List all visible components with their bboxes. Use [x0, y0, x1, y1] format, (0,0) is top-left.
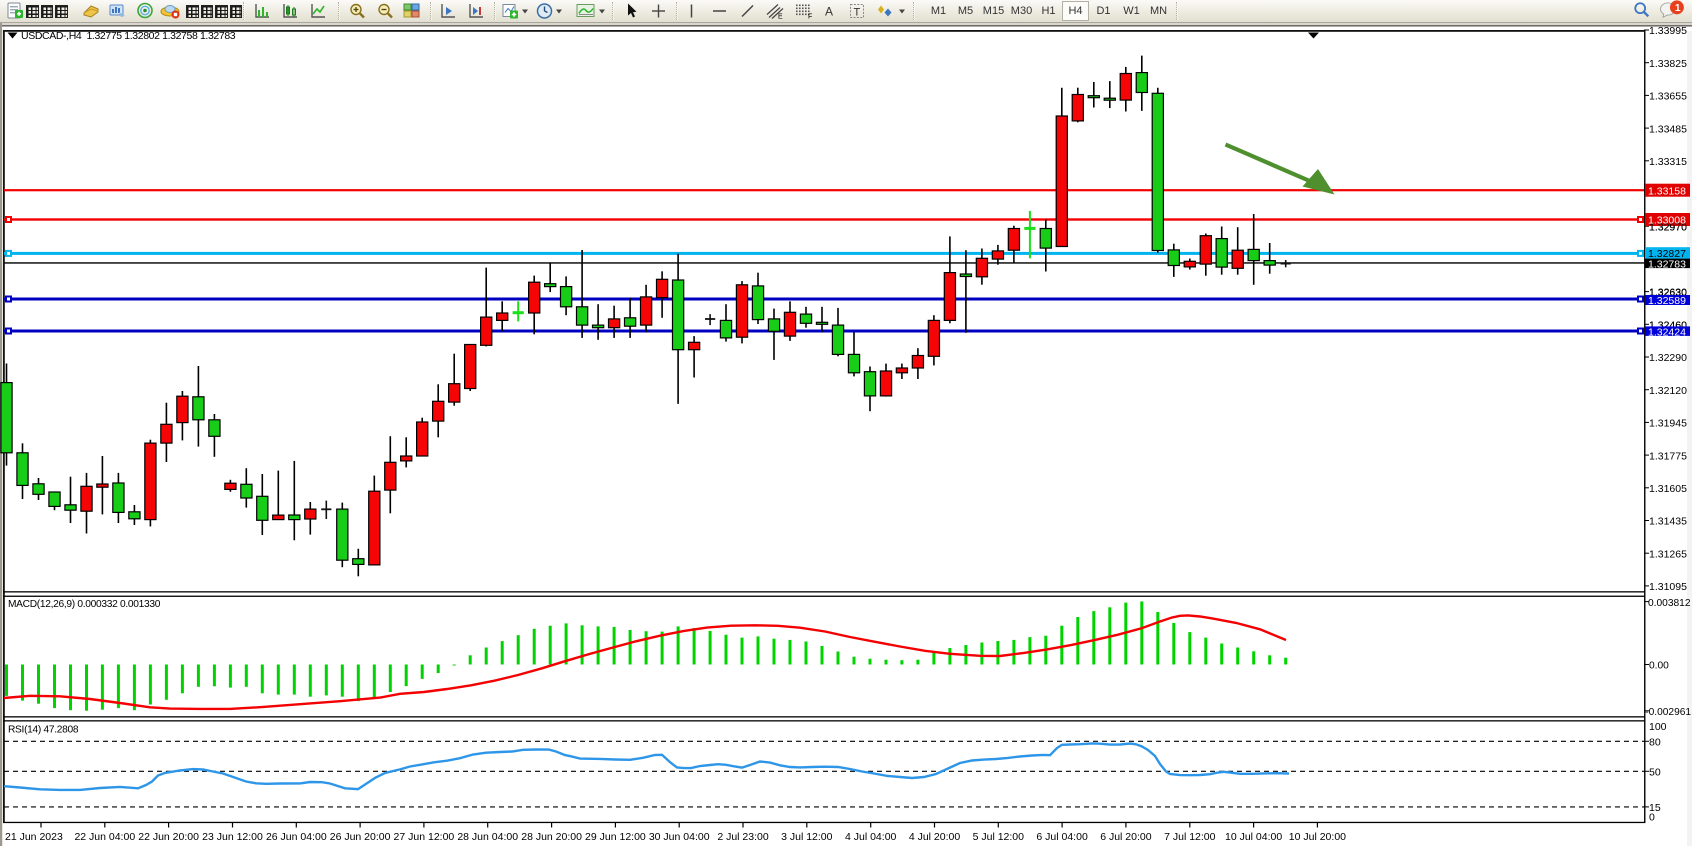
svg-text:21 Jun 2023: 21 Jun 2023 [5, 831, 63, 843]
svg-text:50: 50 [1649, 767, 1661, 779]
svg-text:4 Jul 20:00: 4 Jul 20:00 [909, 831, 961, 843]
svg-text:1.31095: 1.31095 [1649, 581, 1687, 593]
svg-text:2 Jul 23:00: 2 Jul 23:00 [717, 831, 769, 843]
svg-text:USDCAD-,H4 1.32775 1.32802 1.: USDCAD-,H4 1.32775 1.32802 1.32758 1.327… [21, 30, 236, 42]
svg-text:29 Jun 12:00: 29 Jun 12:00 [585, 831, 646, 843]
svg-text:T: T [854, 7, 861, 19]
svg-text:0.00: 0.00 [1649, 661, 1669, 672]
svg-text:10 Jul 04:00: 10 Jul 04:00 [1225, 831, 1282, 843]
svg-text:1: 1 [1675, 3, 1681, 14]
svg-text:A: A [825, 5, 833, 19]
svg-text:1.32827: 1.32827 [1648, 248, 1686, 260]
svg-text:1.33315: 1.33315 [1649, 156, 1687, 168]
svg-text:RSI(14) 47.2808: RSI(14) 47.2808 [8, 725, 79, 736]
svg-text:100: 100 [1649, 721, 1667, 733]
svg-text:F: F [808, 14, 812, 21]
svg-text:MACD(12,26,9) 0.000332 0.00133: MACD(12,26,9) 0.000332 0.001330 [8, 599, 161, 610]
svg-text:1.31775: 1.31775 [1649, 450, 1687, 462]
svg-text:1.33995: 1.33995 [1649, 25, 1687, 37]
svg-text:28 Jun 20:00: 28 Jun 20:00 [521, 831, 582, 843]
svg-text:4 Jul 04:00: 4 Jul 04:00 [845, 831, 897, 843]
svg-text:1.33158: 1.33158 [1648, 185, 1686, 197]
svg-text:15: 15 [1649, 802, 1661, 814]
svg-text:1.31265: 1.31265 [1649, 548, 1687, 560]
svg-text:30 Jun 04:00: 30 Jun 04:00 [649, 831, 710, 843]
svg-text:1.32424: 1.32424 [1648, 326, 1686, 338]
svg-text:22 Jun 04:00: 22 Jun 04:00 [74, 831, 135, 843]
svg-text:1.33485: 1.33485 [1649, 123, 1687, 135]
svg-text:1.33008: 1.33008 [1648, 215, 1686, 227]
svg-text:80: 80 [1649, 737, 1661, 749]
svg-text:26 Jun 20:00: 26 Jun 20:00 [330, 831, 391, 843]
svg-text:1.32120: 1.32120 [1649, 385, 1687, 397]
svg-text:1.31605: 1.31605 [1649, 483, 1687, 495]
svg-text:-0.002961: -0.002961 [1645, 707, 1691, 718]
svg-text:22 Jun 20:00: 22 Jun 20:00 [138, 831, 199, 843]
svg-text:26 Jun 04:00: 26 Jun 04:00 [266, 831, 327, 843]
svg-text:1.33655: 1.33655 [1649, 91, 1687, 103]
svg-text:1.33825: 1.33825 [1649, 58, 1687, 70]
svg-text:7 Jul 12:00: 7 Jul 12:00 [1164, 831, 1216, 843]
svg-text:27 Jun 12:00: 27 Jun 12:00 [394, 831, 455, 843]
svg-text:0.003812: 0.003812 [1648, 598, 1691, 609]
svg-text:1.32970: 1.32970 [1649, 222, 1687, 234]
svg-text:E: E [778, 14, 783, 21]
svg-text:6 Jul 04:00: 6 Jul 04:00 [1036, 831, 1088, 843]
svg-text:1.32783: 1.32783 [1648, 259, 1686, 271]
svg-text:23 Jun 12:00: 23 Jun 12:00 [202, 831, 263, 843]
svg-text:3 Jul 12:00: 3 Jul 12:00 [781, 831, 833, 843]
svg-text:1.31945: 1.31945 [1649, 418, 1687, 430]
svg-text:10 Jul 20:00: 10 Jul 20:00 [1289, 831, 1346, 843]
svg-text:1.31435: 1.31435 [1649, 516, 1687, 528]
svg-text:1.32589: 1.32589 [1648, 295, 1686, 307]
svg-text:28 Jun 04:00: 28 Jun 04:00 [457, 831, 518, 843]
svg-text:1.32290: 1.32290 [1649, 352, 1687, 364]
svg-text:0: 0 [1649, 812, 1655, 824]
svg-text:5 Jul 12:00: 5 Jul 12:00 [973, 831, 1025, 843]
svg-text:6 Jul 20:00: 6 Jul 20:00 [1100, 831, 1152, 843]
